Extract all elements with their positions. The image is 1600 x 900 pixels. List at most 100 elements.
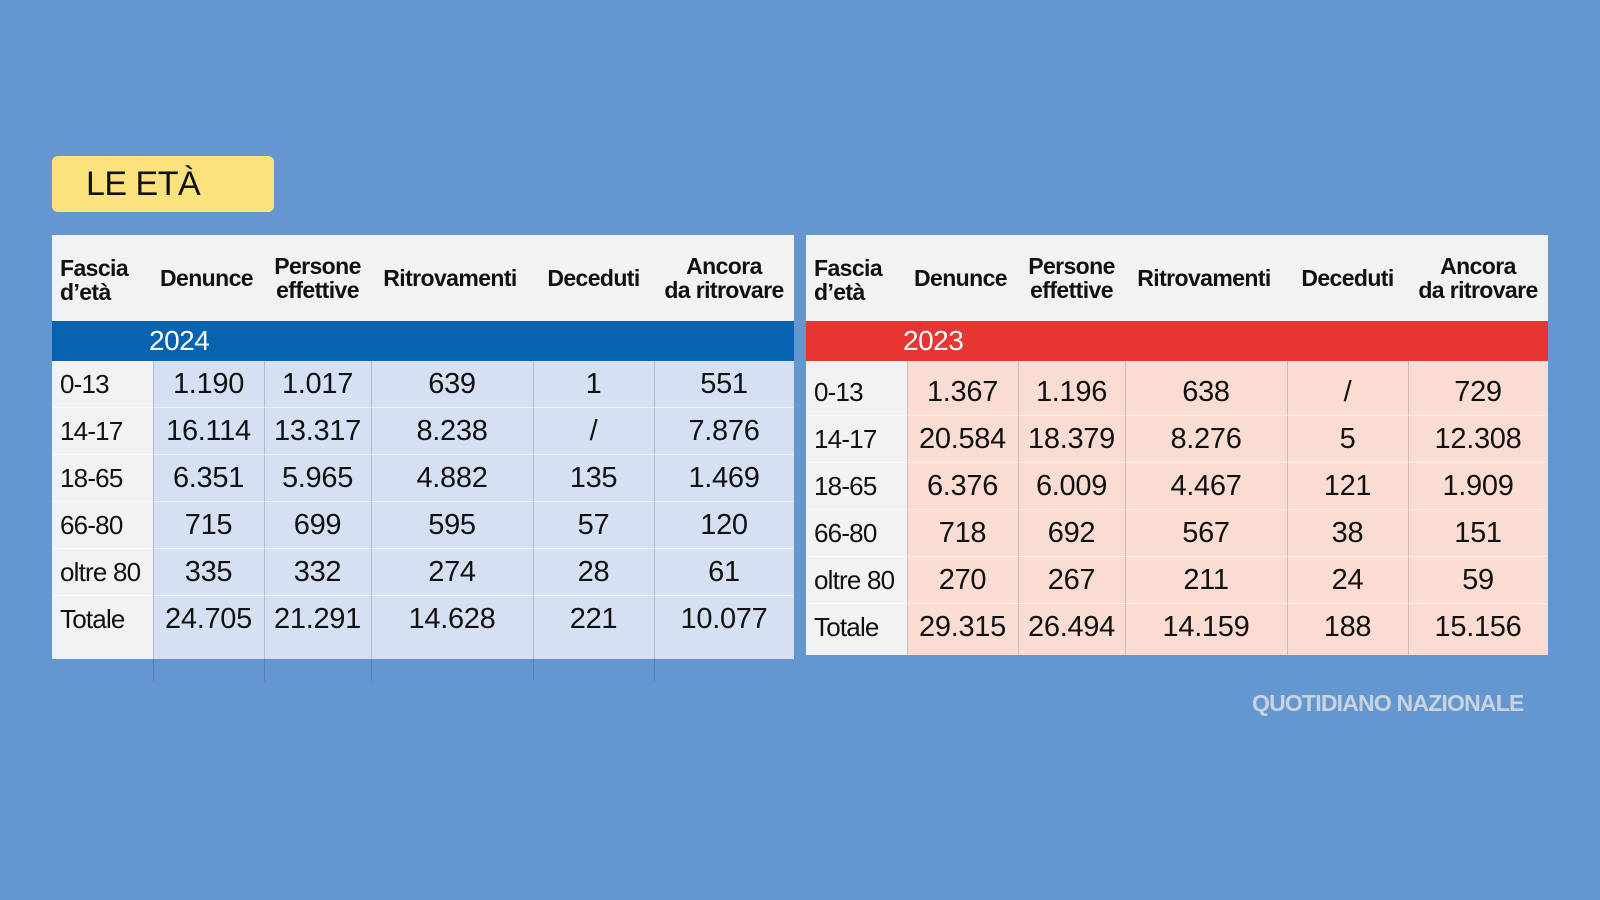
data-cell: 29.315: [919, 611, 1006, 643]
column-header: Ancora da ritrovare: [1408, 235, 1548, 321]
data-cell: 5: [1339, 423, 1356, 455]
data-cell: 28: [577, 556, 610, 588]
row-separator: [52, 548, 794, 549]
data-cell: 61: [708, 556, 740, 588]
data-cell: 274: [428, 556, 476, 588]
row-label: 18-65: [814, 471, 877, 501]
data-cell: 7.876: [688, 415, 760, 447]
data-cell: /: [589, 415, 598, 447]
data-cell: 718: [938, 517, 987, 549]
data-cell: 26.494: [1028, 611, 1115, 643]
data-cell: 15.156: [1434, 611, 1522, 643]
data-cell: 551: [700, 368, 748, 400]
table-row: Totale 24.705 21.291 14.628 221 10.077: [52, 596, 794, 643]
column-header-line: Persone: [1028, 253, 1115, 279]
data-cell: 692: [1047, 517, 1096, 549]
table-row: 14-17 16.114 13.317 8.238 / 7.876: [52, 408, 794, 455]
table-2024: Fascia d’età Denunce Persone effettive Ritrov…: [52, 235, 794, 681]
label-column: [806, 361, 907, 655]
data-cell: 270: [938, 564, 987, 596]
data-cell: 59: [1462, 564, 1494, 596]
data-cell: 24: [1331, 564, 1364, 596]
row-label: oltre 80: [60, 557, 141, 587]
column-header: Ancora da ritrovare: [654, 235, 794, 321]
data-cell: 332: [293, 556, 342, 588]
column-header-line: d’età: [814, 279, 865, 305]
column-divider-extension: [371, 659, 372, 681]
table-body: 0-13 1.190 1.017 639 1 551 14-17 16.114 13.317 8.…: [52, 361, 794, 659]
data-cell: 6.376: [926, 470, 999, 502]
column-header-line: da ritrovare: [1418, 277, 1538, 303]
column-divider-extension: [264, 659, 265, 681]
data-cell: 14.159: [1162, 611, 1250, 643]
row-separator: [52, 595, 794, 596]
column-divider-extension: [153, 659, 154, 681]
row-label: 66-80: [814, 518, 877, 548]
column-header-line: Fascia: [814, 255, 883, 281]
column-header-line: d’età: [60, 279, 111, 305]
data-cell: 1.367: [926, 376, 999, 408]
row-separator: [806, 556, 1548, 557]
row-label: Totale: [60, 604, 125, 634]
data-cell: 4.882: [416, 462, 488, 494]
row-label: 66-80: [60, 510, 123, 540]
data-cell: 729: [1454, 376, 1502, 408]
data-cell: 188: [1323, 611, 1372, 643]
column-header-line: Deceduti: [547, 265, 640, 291]
data-cell: 12.308: [1434, 423, 1522, 455]
data-cell: 335: [184, 556, 233, 588]
data-cell: 18.379: [1028, 423, 1115, 455]
column-header: Deceduti: [533, 235, 654, 321]
data-cell: 8.276: [1170, 423, 1242, 455]
data-cell: 1.017: [281, 368, 354, 400]
data-cell: 135: [569, 462, 618, 494]
year-bar: 2023: [806, 321, 1548, 361]
page-title: LE ETÀ: [52, 156, 274, 212]
data-cell: 1.190: [172, 368, 245, 400]
data-cell: /: [1343, 376, 1352, 408]
data-cell: 267: [1047, 564, 1096, 596]
data-cell: 1.196: [1035, 376, 1108, 408]
row-separator: [52, 407, 794, 408]
row-label: oltre 80: [814, 565, 895, 595]
data-cell: 595: [428, 509, 476, 541]
year-label: 2024: [149, 325, 210, 356]
column-divider: [1287, 361, 1288, 655]
label-column: [52, 361, 153, 659]
column-header: Ritrovamenti: [1123, 235, 1285, 321]
column-divider: [1018, 361, 1019, 655]
column-divider: [654, 361, 655, 659]
table-row: 18-65 6.376 6.009 4.467 121 1.909: [806, 463, 1548, 510]
column-header-line: Ancora: [1440, 253, 1516, 279]
column-header: Ritrovamenti: [369, 235, 531, 321]
column-header: Fascia d’età: [806, 235, 907, 321]
row-separator: [52, 454, 794, 455]
row-separator: [806, 603, 1548, 604]
row-label: 0-13: [60, 369, 110, 399]
data-cell: 20.584: [919, 423, 1006, 455]
table-row: 66-80 715 699 595 57 120: [52, 502, 794, 549]
data-cell: 699: [293, 509, 342, 541]
column-divider-extension: [533, 659, 534, 681]
data-cell: 715: [184, 509, 233, 541]
column-header-line: Denunce: [160, 265, 254, 291]
row-label: 14-17: [60, 416, 123, 446]
data-cell: 121: [1323, 470, 1372, 502]
data-cell: 24.705: [165, 603, 252, 635]
column-header: Persone effettive: [1018, 235, 1125, 321]
row-label: 0-13: [814, 377, 864, 407]
column-header: Denunce: [151, 235, 262, 321]
data-cell: 13.317: [274, 415, 361, 447]
column-divider: [1408, 361, 1409, 655]
row-separator: [806, 462, 1548, 463]
data-cell: 5.965: [281, 462, 354, 494]
data-cell: 6.351: [172, 462, 245, 494]
year-label: 2023: [903, 325, 964, 356]
data-cell: 1.469: [688, 462, 760, 494]
data-cell: 8.238: [416, 415, 488, 447]
data-cell: 1.909: [1442, 470, 1514, 502]
data-cell: 1: [585, 368, 602, 400]
column-header-line: Persone: [274, 253, 361, 279]
table-row: 18-65 6.351 5.965 4.882 135 1.469: [52, 455, 794, 502]
data-cell: 38: [1331, 517, 1364, 549]
